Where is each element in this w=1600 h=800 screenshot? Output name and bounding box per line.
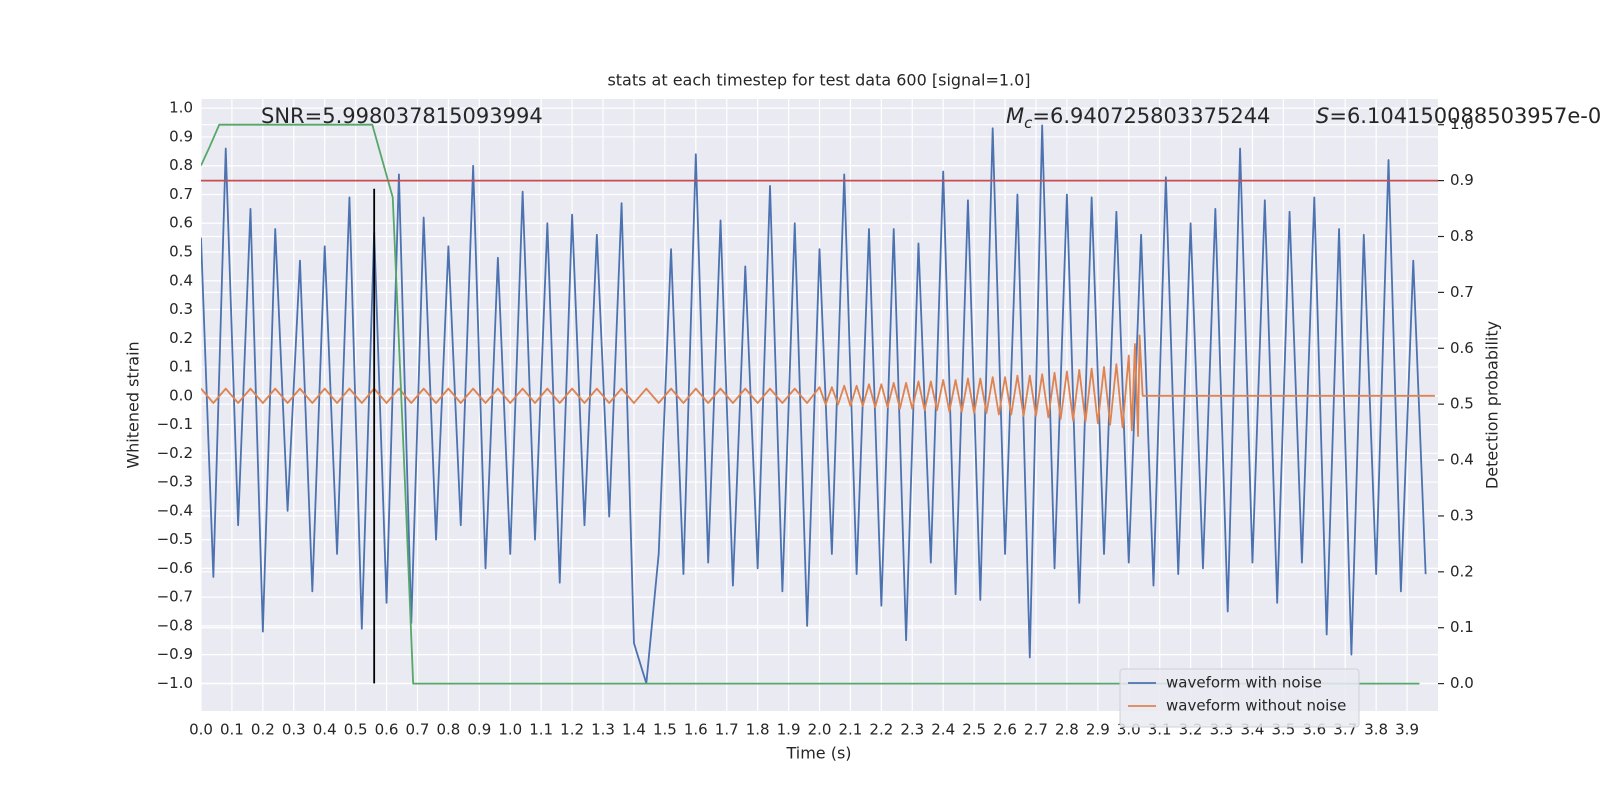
y-tick-label: 0.1 [169,358,193,376]
y-tick-label: 0.3 [169,300,193,318]
y-tick-label: −0.5 [157,530,193,548]
x-tick-label: 1.9 [777,721,801,739]
x-tick-label: 0.3 [282,721,306,739]
y-tick-label: −0.2 [157,444,193,462]
y-tick-label: 0.5 [169,243,193,261]
x-tick-label: 1.4 [622,721,646,739]
y2-tick-label: 0.0 [1450,674,1474,692]
x-tick-label: 1.3 [591,721,615,739]
y2-tick-label: 0.1 [1450,618,1474,636]
y2-tick-label: 0.7 [1450,283,1474,301]
x-tick-label: 1.2 [560,721,584,739]
x-tick-label: 2.3 [900,721,924,739]
annotation-symbol: S [1316,104,1329,128]
x-tick-label: 2.8 [1055,721,1079,739]
x-tick-label: 2.0 [808,721,832,739]
chart-title: stats at each timestep for test data 600… [607,71,1030,90]
y-tick-label: −0.8 [157,616,193,634]
grid [200,99,1438,711]
y2-tick-label: 0.2 [1450,562,1474,580]
series-line [201,124,1427,685]
x-tick-label: 2.4 [931,721,955,739]
y-axis-label: Whitened strain [124,341,143,468]
y-tick-label: 0.0 [169,386,193,404]
x-tick-label: 2.2 [869,721,893,739]
y-tick-label: −0.7 [157,588,193,606]
legend-label: waveform with noise [1166,674,1322,692]
x-tick-label: 2.9 [1086,721,1110,739]
y2-tick-label: 0.3 [1450,506,1474,524]
x-tick-label: 2.6 [993,721,1017,739]
x-tick-label: 2.1 [838,721,862,739]
annotation-subscript: c [1024,114,1033,132]
x-tick-label: 1.0 [498,721,522,739]
annotation-text: =6.104150088503957e-0 [1329,104,1600,128]
x-tick-label: 3.8 [1364,721,1388,739]
legend-box [1119,668,1360,728]
x-tick-label: 0.0 [189,721,213,739]
x-tick-label: 1.5 [653,721,677,739]
y-tick-label: 0.6 [169,214,193,232]
x-tick-label: 1.1 [529,721,553,739]
x-tick-label: 1.6 [684,721,708,739]
y2-tick-label: 0.8 [1450,227,1474,245]
y-tick-label: 0.4 [169,271,193,289]
x-tick-label: 1.8 [746,721,770,739]
y-tick-label: 0.7 [169,185,193,203]
annotation: SNR=5.998037815093994 [261,104,543,128]
annotation: Mc=6.940725803375244 [1006,104,1270,132]
x-tick-label: 0.9 [467,721,491,739]
y-tick-label: 0.9 [169,127,193,145]
y2-tick-label: 0.9 [1450,171,1474,189]
annotation-symbol: M [1006,104,1024,128]
legend-label: waveform without noise [1166,697,1346,715]
y-tick-label: −0.6 [157,559,193,577]
x-tick-label: 0.7 [406,721,430,739]
x-tick-label: 0.6 [375,721,399,739]
legend: waveform with noise waveform without nois… [1119,668,1360,728]
y-tick-label: 1.0 [169,99,193,117]
x-tick-label: 0.1 [220,721,244,739]
x-tick-label: 3.9 [1395,721,1419,739]
annotation-text: =6.940725803375244 [1032,104,1270,128]
y-tick-label: −0.9 [157,645,193,663]
series-line [201,334,1435,437]
x-tick-label: 1.7 [715,721,739,739]
series-line [201,123,1420,685]
x-tick-label: 2.5 [962,721,986,739]
y-tick-label: 0.8 [169,156,193,174]
y2-tick-label: 1.0 [1450,115,1474,133]
y-tick-label: −0.4 [157,501,193,519]
x-axis-label: Time (s) [785,744,851,763]
annotation: S=6.104150088503957e-0 [1316,104,1600,128]
y2-axis-label: Detection probability [1483,321,1502,489]
x-tick-label: 2.7 [1024,721,1048,739]
y-tick-label: −1.0 [157,674,193,692]
y2-tick-label: 0.5 [1450,395,1474,413]
y-tick-label: −0.3 [157,473,193,491]
y-tick-label: 0.2 [169,329,193,347]
y2-tick-label: 0.4 [1450,451,1474,469]
x-tick-label: 0.4 [313,721,337,739]
y-tick-label: −0.1 [157,415,193,433]
x-tick-label: 0.5 [344,721,368,739]
x-tick-label: 0.8 [436,721,460,739]
x-tick-label: 0.2 [251,721,275,739]
y2-tick-label: 0.6 [1450,339,1474,357]
plot-marks [201,123,1438,685]
